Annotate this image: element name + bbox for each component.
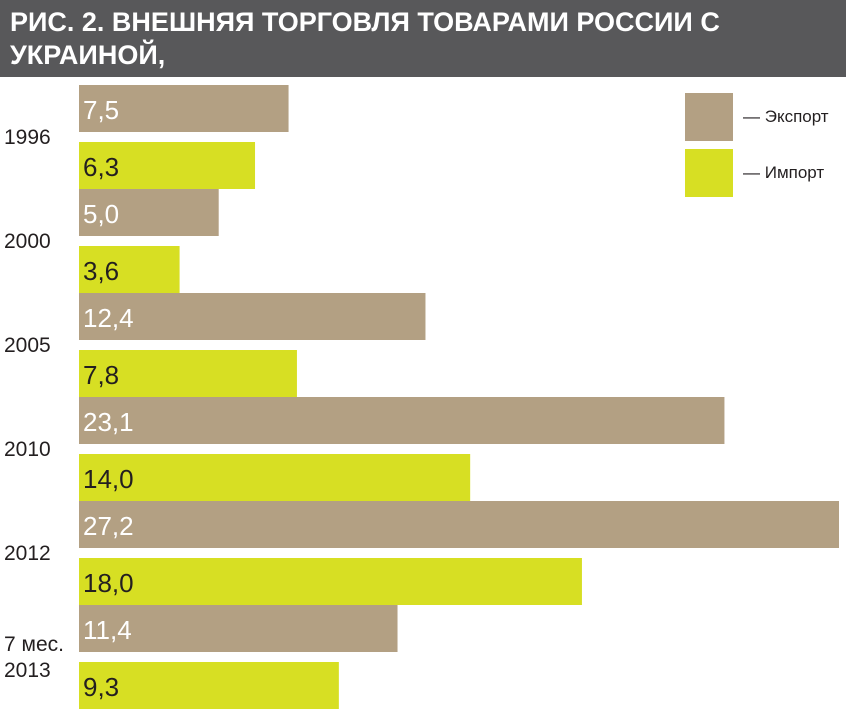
- data-label-export-2: 12,4: [83, 303, 134, 333]
- legend-swatch-import: [685, 149, 733, 197]
- data-label-export-0: 7,5: [83, 95, 119, 125]
- legend-label-export: — Экспорт: [743, 107, 829, 126]
- legend-label-import: — Импорт: [743, 163, 825, 182]
- category-label-3: 2010: [4, 438, 51, 461]
- bar-export-0: [79, 85, 289, 132]
- category-label-5: 7 мес. 2013: [4, 633, 64, 682]
- bar-export-5: [79, 605, 398, 652]
- data-label-export-1: 5,0: [83, 199, 119, 229]
- bar-export-4: [79, 501, 839, 548]
- bar-export-2: [79, 293, 426, 340]
- data-label-import-4: 18,0: [83, 568, 134, 598]
- bar-import-0: [79, 142, 256, 189]
- chart-header: РИС. 2. ВНЕШНЯЯ ТОРГОВЛЯ ТОВАРАМИ РОССИИ…: [0, 0, 846, 103]
- bar-export-1: [79, 189, 219, 236]
- data-label-import-3: 14,0: [83, 464, 134, 494]
- bar-import-3: [79, 454, 471, 501]
- bar-import-1: [79, 246, 180, 293]
- data-label-export-4: 27,2: [83, 511, 134, 541]
- bar-import-2: [79, 350, 297, 397]
- data-label-export-5: 11,4: [83, 615, 132, 645]
- data-label-import-0: 6,3: [83, 152, 119, 182]
- bar-import-4: [79, 558, 582, 605]
- bar-import-5: [79, 662, 339, 709]
- chart-title: РИС. 2. ВНЕШНЯЯ ТОРГОВЛЯ ТОВАРАМИ РОССИИ…: [10, 7, 720, 103]
- data-label-import-5: 9,3: [83, 672, 119, 702]
- category-label-4: 2012: [4, 542, 51, 565]
- legend-swatch-export: [685, 93, 733, 141]
- category-label-2: 2005: [4, 334, 51, 357]
- category-label-0: 1996: [4, 126, 51, 149]
- bar-export-3: [79, 397, 725, 444]
- category-label-1: 2000: [4, 230, 51, 253]
- data-label-import-2: 7,8: [83, 360, 119, 390]
- data-label-import-1: 3,6: [83, 256, 119, 286]
- data-label-export-3: 23,1: [83, 407, 134, 437]
